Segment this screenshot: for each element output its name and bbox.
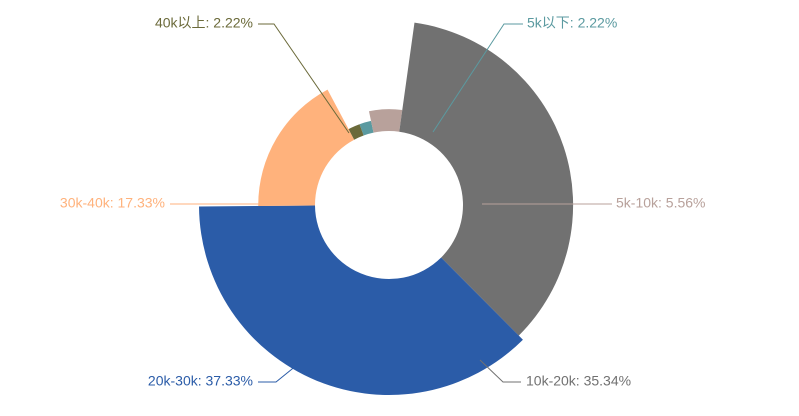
data-label-40k以上: 40k以上: 2.22% — [155, 15, 253, 31]
slice-40k以上[interactable] — [348, 124, 364, 140]
slice-5k-10k[interactable] — [368, 109, 403, 133]
leader-line-5k以下 — [432, 23, 523, 133]
data-label-5k以下: 5k以下: 2.22% — [527, 15, 617, 31]
leader-line-20k-30k — [258, 364, 298, 383]
slice-10k-20k[interactable] — [399, 22, 574, 336]
data-label-5k-10k: 5k-10k: 5.56% — [616, 195, 706, 211]
slice-5k以下[interactable] — [359, 120, 374, 136]
data-label-20k-30k: 20k-30k: 37.33% — [148, 373, 253, 389]
data-label-30k-40k: 30k-40k: 17.33% — [60, 195, 165, 211]
slice-30k-40k[interactable] — [258, 89, 355, 206]
slice-20k-30k[interactable] — [199, 205, 523, 396]
leader-line-40k以上 — [258, 23, 350, 134]
leader-line-10k-20k — [479, 359, 521, 383]
data-label-10k-20k: 10k-20k: 35.34% — [526, 373, 631, 389]
